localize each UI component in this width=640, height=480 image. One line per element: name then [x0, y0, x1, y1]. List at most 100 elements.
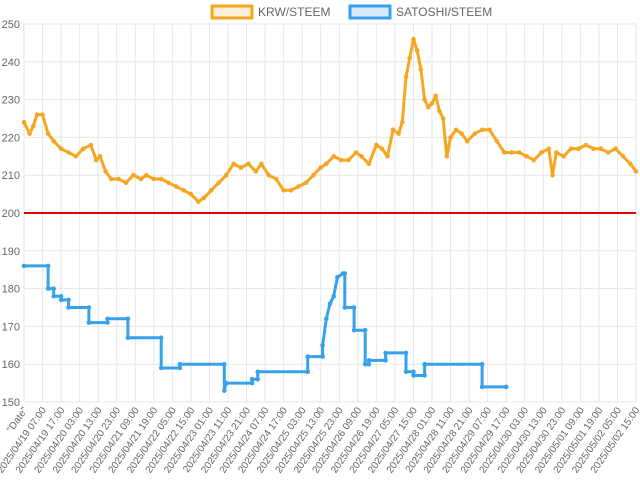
chart-legend[interactable]: KRW/STEEM SATOSHI/STEEM [210, 4, 492, 20]
legend-label: KRW/STEEM [258, 5, 330, 19]
data-point [259, 161, 264, 167]
data-point [531, 157, 537, 163]
data-point [346, 157, 351, 163]
data-point [281, 188, 286, 193]
data-point [440, 116, 446, 121]
data-point [407, 55, 413, 61]
data-point [331, 154, 337, 159]
data-point [342, 305, 348, 310]
data-point [385, 154, 390, 159]
data-point [324, 316, 329, 322]
data-point [94, 157, 99, 163]
data-point [366, 361, 372, 367]
y-tick-label: 190 [2, 246, 20, 258]
data-point [437, 108, 442, 114]
data-point [516, 150, 522, 155]
data-point [222, 361, 227, 367]
data-point [633, 169, 639, 174]
data-point [45, 131, 51, 136]
data-point [487, 127, 492, 133]
data-point [411, 36, 416, 42]
y-tick-label: 170 [2, 321, 20, 333]
data-point [342, 271, 348, 276]
y-tick-label: 250 [2, 19, 20, 31]
data-point [255, 377, 261, 382]
data-point [400, 120, 405, 125]
data-point [249, 377, 255, 382]
data-point [288, 188, 294, 193]
data-point [418, 67, 424, 72]
data-point [144, 172, 149, 178]
data-point [351, 305, 357, 310]
data-point [45, 286, 51, 291]
data-point [550, 172, 555, 178]
data-point [66, 297, 71, 303]
data-point [479, 384, 485, 390]
data-point [223, 380, 229, 386]
data-point [414, 48, 420, 53]
data-point [73, 154, 79, 159]
data-point [116, 176, 121, 182]
data-point [303, 180, 309, 186]
data-point [320, 354, 325, 359]
data-point [158, 365, 164, 371]
data-point [605, 150, 611, 155]
data-point [327, 301, 333, 307]
data-point [123, 180, 129, 186]
y-tick-label: 230 [2, 95, 20, 107]
data-point [166, 180, 171, 186]
data-point [502, 150, 507, 155]
data-point [554, 150, 559, 155]
data-point [390, 127, 396, 133]
data-point [177, 365, 183, 371]
y-tick-label: 220 [2, 132, 20, 144]
data-point [591, 146, 596, 151]
data-point [396, 131, 401, 136]
data-point [246, 161, 251, 167]
data-point [196, 199, 201, 204]
data-point [359, 154, 364, 159]
data-point [201, 195, 207, 201]
data-point [105, 320, 110, 325]
data-point [158, 335, 164, 341]
legend-item-0[interactable]: KRW/STEEM [210, 4, 330, 20]
legend-swatch [348, 4, 392, 20]
data-point [266, 172, 272, 178]
data-point [509, 150, 515, 155]
data-point [51, 293, 57, 299]
data-point [305, 369, 311, 375]
data-point [177, 361, 183, 367]
data-point [403, 74, 409, 80]
data-point [58, 297, 64, 303]
data-point [311, 172, 316, 178]
data-point [51, 138, 57, 144]
data-point [66, 150, 71, 155]
data-point [335, 275, 340, 280]
data-point [338, 157, 344, 163]
data-point [21, 120, 27, 125]
data-point [598, 146, 604, 151]
data-point [58, 293, 64, 299]
data-point [255, 369, 261, 375]
data-point [273, 176, 279, 182]
data-point [318, 165, 324, 170]
data-point [331, 293, 337, 299]
data-point [125, 335, 131, 341]
data-point [403, 350, 409, 356]
data-point [158, 176, 164, 182]
data-point [453, 127, 459, 133]
data-point [374, 142, 379, 148]
legend-item-1[interactable]: SATOSHI/STEEM [348, 4, 492, 20]
series-layer [21, 36, 639, 394]
data-point [411, 369, 416, 375]
data-point [422, 97, 427, 102]
legend-swatch [210, 4, 254, 20]
data-point [576, 146, 581, 151]
data-point [494, 138, 500, 144]
data-point [181, 188, 186, 193]
data-point [351, 327, 357, 333]
data-point [238, 165, 244, 170]
data-point [222, 388, 227, 394]
y-tick-label: 180 [2, 284, 20, 296]
